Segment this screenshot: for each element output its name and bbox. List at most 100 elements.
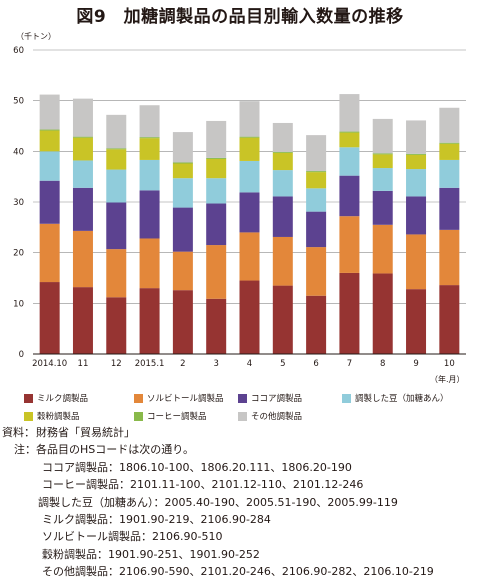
bar-segment (339, 94, 360, 132)
bar-segment (39, 151, 60, 181)
bar-segment (106, 148, 127, 150)
y-tick-label: 50 (13, 97, 24, 107)
bar-segment (239, 101, 260, 137)
bar-segment (372, 224, 393, 274)
bar-segment (339, 272, 360, 354)
legend-label: ソルビトール調製品 (147, 394, 224, 404)
bar-segment (106, 114, 127, 149)
bar-segment (372, 273, 393, 354)
bar-segment (339, 216, 360, 273)
y-tick-labels: 0 10 20 30 40 50 60 (13, 46, 24, 360)
x-tick-label: 4 (247, 359, 252, 369)
bar-segment (439, 107, 460, 143)
bar-segment (439, 229, 460, 286)
bar-segment (106, 249, 127, 298)
bar-segment (306, 247, 327, 296)
bar-segment (206, 298, 227, 354)
bar-segment (172, 163, 193, 179)
x-tick-label: 8 (380, 359, 385, 369)
legend-label: 調製した豆（加糖あん） (355, 394, 449, 404)
x-tick-label: 11 (78, 359, 89, 369)
bar-segment (139, 138, 160, 160)
bar-segment (172, 251, 193, 291)
legend-item: コーヒー調製品 (134, 410, 207, 422)
bar-segment (239, 280, 260, 354)
source-label: 資料： (2, 426, 35, 439)
bar-segment (72, 230, 93, 288)
bar-segment (139, 190, 160, 239)
bar-segment (172, 207, 193, 252)
bar-segment (139, 159, 160, 191)
bar-segment (239, 192, 260, 233)
y-tick-label: 20 (13, 249, 24, 259)
hs-code-beans: 調製した豆（加糖あん）：2005.40-190、2005.51-190、2005… (38, 495, 398, 509)
legend-item: 穀粉調製品 (24, 410, 80, 422)
x-tick-label: 2015.1 (135, 359, 165, 369)
bar-segment (372, 154, 393, 169)
bar-segment (206, 245, 227, 299)
bar-segment (172, 132, 193, 163)
legend-label: 穀粉調製品 (37, 412, 80, 422)
bar-segment (406, 196, 427, 235)
legend-swatch (134, 411, 143, 421)
bar-segment (372, 153, 393, 155)
legend-swatch (24, 411, 33, 421)
legend-label: コーヒー調製品 (147, 412, 207, 422)
bar-segment (172, 178, 193, 208)
bar-segment (206, 203, 227, 246)
bar-segment (239, 160, 260, 193)
bar-segment (306, 135, 327, 172)
y-tick-label: 0 (19, 350, 24, 360)
note-row: 注：各品目のHSコードは次の通り。 (2, 441, 434, 458)
bar-segment (372, 190, 393, 225)
bar-segment (439, 143, 460, 160)
x-tick-label: 3 (213, 359, 218, 369)
bar-segment (439, 142, 460, 144)
y-tick-label: 30 (13, 198, 24, 208)
legend-label: ココア調製品 (251, 394, 303, 404)
bar-segment (72, 136, 93, 138)
bars (39, 94, 460, 354)
stacked-bar-chart: 0 10 20 30 40 50 60 2014.10 11 12 2015.1 2 3 4 5 6 7 8 9 1… (13, 46, 466, 369)
x-tick-label: 6 (313, 359, 318, 369)
bar-segment (106, 169, 127, 203)
bar-segment (72, 98, 93, 137)
y-tick-label: 60 (13, 46, 24, 56)
legend-item: ココア調製品 (238, 392, 302, 404)
bar-segment (406, 289, 427, 354)
bar-segment (272, 151, 293, 153)
y-tick-label: 40 (13, 147, 24, 157)
bar-segment (39, 129, 60, 131)
bar-segment (72, 287, 93, 354)
bar-segment (39, 223, 60, 283)
bar-segment (272, 196, 293, 237)
source-text: 財務省「貿易統計」 (36, 426, 135, 439)
x-tick-label: 12 (111, 359, 122, 369)
bar-segment (172, 162, 193, 164)
bar-segment (339, 147, 360, 176)
notes: 資料：財務省「貿易統計」 注：各品目のHSコードは次の通り。 ココア調製品：18… (2, 424, 434, 581)
x-tick-label: 5 (280, 359, 285, 369)
note-label: 注： (14, 443, 36, 457)
bar-segment (239, 136, 260, 138)
hs-code-cocoa: ココア調製品：1806.10-100、1806.20.111、1806.20-1… (42, 460, 352, 474)
bar-segment (306, 211, 327, 248)
bar-segment (406, 154, 427, 170)
x-axis-unit: （年.月） (430, 375, 465, 384)
chart-title: 図9 加糖調製品の品目別輸入数量の推移 (76, 7, 404, 27)
bar-segment (139, 137, 160, 139)
legend-swatch (134, 393, 143, 403)
legend-item: その他調製品 (238, 410, 302, 422)
note-intro: 各品目のHSコードは次の通り。 (36, 443, 195, 457)
bar-segment (372, 118, 393, 154)
x-tick-label: 10 (444, 359, 455, 369)
bar-segment (206, 158, 227, 179)
bar-segment (39, 180, 60, 224)
bar-segment (306, 188, 327, 212)
legend-item: 調製した豆（加糖あん） (342, 392, 449, 404)
bar-segment (39, 94, 60, 130)
bar-segment (206, 157, 227, 159)
legend-swatch (24, 393, 33, 403)
bar-segment (439, 285, 460, 354)
bar-segment (239, 232, 260, 281)
